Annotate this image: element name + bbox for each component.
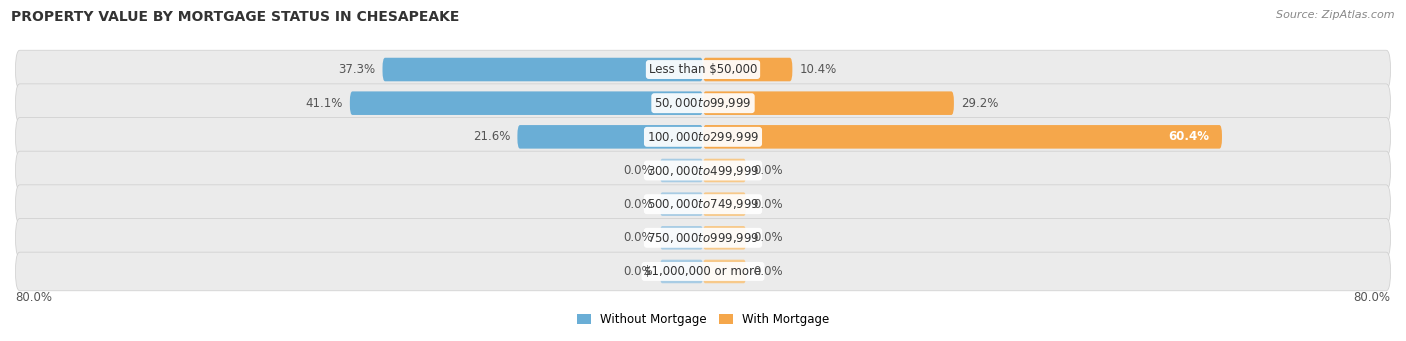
FancyBboxPatch shape	[15, 84, 1391, 122]
FancyBboxPatch shape	[703, 159, 747, 182]
Text: 80.0%: 80.0%	[1354, 291, 1391, 304]
Text: $100,000 to $299,999: $100,000 to $299,999	[647, 130, 759, 144]
FancyBboxPatch shape	[703, 192, 747, 216]
Text: 0.0%: 0.0%	[623, 198, 654, 211]
FancyBboxPatch shape	[382, 58, 703, 81]
Text: 29.2%: 29.2%	[960, 97, 998, 110]
FancyBboxPatch shape	[517, 125, 703, 149]
Text: Less than $50,000: Less than $50,000	[648, 63, 758, 76]
FancyBboxPatch shape	[703, 260, 747, 283]
FancyBboxPatch shape	[659, 260, 703, 283]
Text: 60.4%: 60.4%	[1168, 130, 1209, 143]
Text: 41.1%: 41.1%	[305, 97, 343, 110]
FancyBboxPatch shape	[15, 185, 1391, 223]
FancyBboxPatch shape	[15, 118, 1391, 156]
Text: 10.4%: 10.4%	[799, 63, 837, 76]
FancyBboxPatch shape	[15, 252, 1391, 291]
FancyBboxPatch shape	[659, 226, 703, 250]
Text: $50,000 to $99,999: $50,000 to $99,999	[654, 96, 752, 110]
FancyBboxPatch shape	[350, 91, 703, 115]
Text: $750,000 to $999,999: $750,000 to $999,999	[647, 231, 759, 245]
Legend: Without Mortgage, With Mortgage: Without Mortgage, With Mortgage	[572, 308, 834, 330]
Text: Source: ZipAtlas.com: Source: ZipAtlas.com	[1277, 10, 1395, 20]
Text: 0.0%: 0.0%	[752, 164, 783, 177]
Text: 0.0%: 0.0%	[623, 265, 654, 278]
FancyBboxPatch shape	[703, 91, 953, 115]
Text: 0.0%: 0.0%	[623, 164, 654, 177]
Text: 0.0%: 0.0%	[752, 265, 783, 278]
FancyBboxPatch shape	[703, 125, 1222, 149]
Text: 0.0%: 0.0%	[752, 198, 783, 211]
FancyBboxPatch shape	[659, 192, 703, 216]
Text: 0.0%: 0.0%	[623, 231, 654, 244]
FancyBboxPatch shape	[703, 58, 793, 81]
FancyBboxPatch shape	[703, 226, 747, 250]
FancyBboxPatch shape	[15, 219, 1391, 257]
FancyBboxPatch shape	[659, 159, 703, 182]
Text: 37.3%: 37.3%	[339, 63, 375, 76]
FancyBboxPatch shape	[15, 151, 1391, 190]
Text: $1,000,000 or more: $1,000,000 or more	[644, 265, 762, 278]
FancyBboxPatch shape	[15, 50, 1391, 89]
Text: 0.0%: 0.0%	[752, 231, 783, 244]
Text: PROPERTY VALUE BY MORTGAGE STATUS IN CHESAPEAKE: PROPERTY VALUE BY MORTGAGE STATUS IN CHE…	[11, 10, 460, 24]
Text: $300,000 to $499,999: $300,000 to $499,999	[647, 163, 759, 178]
Text: 21.6%: 21.6%	[474, 130, 510, 143]
Text: 80.0%: 80.0%	[15, 291, 52, 304]
Text: $500,000 to $749,999: $500,000 to $749,999	[647, 197, 759, 211]
